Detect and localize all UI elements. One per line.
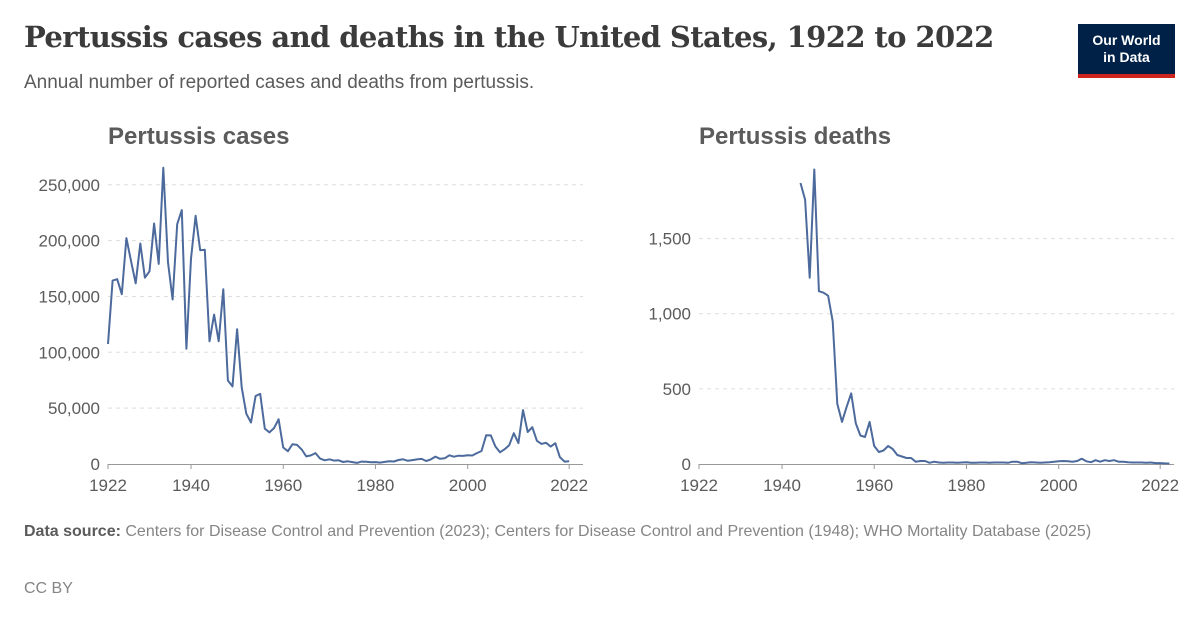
source-footer: Data source: Centers for Disease Control… (24, 520, 1124, 544)
cases-y-tick-label: 200,000 (39, 232, 100, 251)
page-title: Pertussis cases and deaths in the United… (24, 20, 994, 54)
deaths-chart-title: Pertussis deaths (699, 123, 891, 150)
deaths-y-tick-label: 1,500 (648, 230, 691, 249)
cases-y-tick-label: 100,000 (39, 343, 100, 362)
cases-y-tick-label: 50,000 (48, 399, 100, 418)
source-text: Centers for Disease Control and Preventi… (120, 523, 1092, 540)
license-text: CC BY (24, 580, 73, 597)
cases-x-tick-label: 2000 (449, 476, 487, 495)
deaths-x-tick-label: 1960 (855, 476, 893, 495)
deaths-y-tick-label: 1,000 (648, 305, 691, 324)
deaths-x-tick-label: 1922 (680, 476, 718, 495)
deaths-x-tick-label: 2022 (1141, 476, 1179, 495)
cases-x-tick-label: 1980 (357, 476, 395, 495)
cases-y-tick-label: 150,000 (39, 287, 100, 306)
cases-x-tick-label: 1960 (264, 476, 302, 495)
deaths-series-line (799, 168, 1170, 465)
cases-x-tick-label: 1922 (89, 476, 127, 495)
cases-y-tick-label: 0 (91, 455, 100, 474)
deaths-y-tick-label: 0 (682, 455, 691, 474)
source-label: Data source: (24, 523, 121, 540)
cases-x-tick-label: 2022 (550, 476, 588, 495)
deaths-x-tick-label: 1940 (763, 476, 801, 495)
deaths-y-tick-label: 500 (663, 380, 691, 399)
logo-line-1: Our World (1092, 32, 1161, 48)
cases-series-line (107, 166, 570, 464)
logo-line-2: in Data (1103, 49, 1150, 65)
owid-logo[interactable]: Our World in Data (1078, 24, 1175, 78)
cases-chart-title: Pertussis cases (108, 123, 289, 150)
deaths-x-tick-label: 1980 (948, 476, 986, 495)
cases-x-tick-label: 1940 (172, 476, 210, 495)
cases-y-tick-label: 250,000 (39, 176, 100, 195)
page-subtitle: Annual number of reported cases and deat… (24, 72, 535, 93)
deaths-x-tick-label: 2000 (1040, 476, 1078, 495)
